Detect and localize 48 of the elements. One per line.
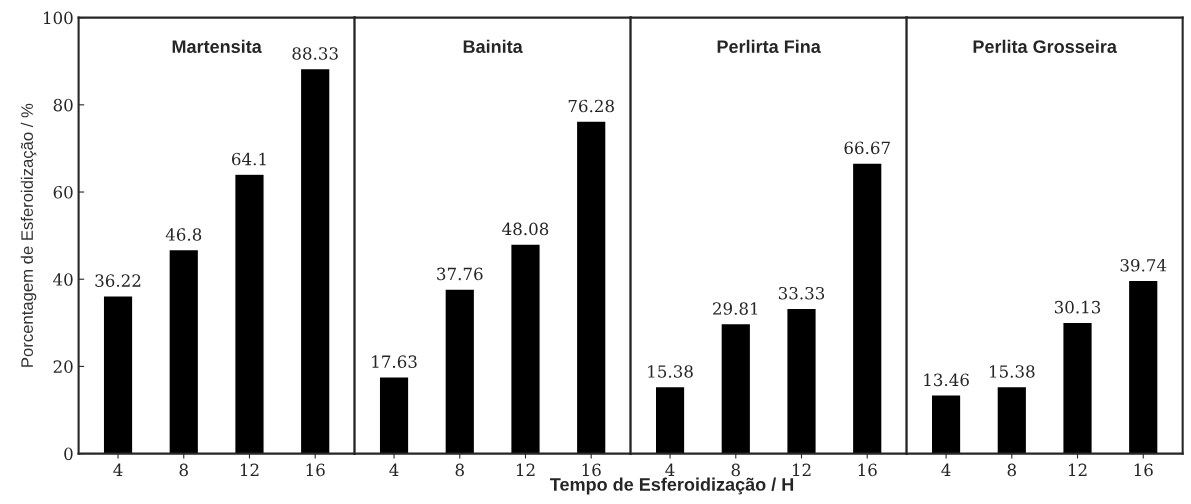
data-label: 13.46	[924, 373, 969, 387]
data-label: 66.67	[844, 141, 890, 155]
data-label: 39.74	[1120, 258, 1167, 272]
bar	[233, 173, 265, 454]
text: Perlita Grosseira	[973, 39, 1118, 53]
x-axis-title: Tempo de Esferoidização / H	[550, 477, 794, 495]
x-tick-label: 8	[731, 463, 740, 477]
bar	[102, 295, 134, 454]
y-tick-label: 80	[53, 98, 73, 112]
x-tick-label: 4	[389, 463, 399, 476]
x-tick-label: 8	[1007, 463, 1016, 477]
x-tick-label: 4	[113, 463, 123, 476]
x-tick-label: 12	[1068, 463, 1087, 476]
x-tick-label: 16	[306, 463, 325, 477]
text: Perlirta Fina	[717, 39, 821, 53]
y-tick-label: 60	[53, 185, 73, 199]
x-tick-label: 12	[516, 463, 535, 476]
y-axis-title: Porcentagem de Esferoidização / %	[20, 103, 37, 367]
y-tick-label: 20	[53, 360, 73, 373]
x-tick-label: 16	[1134, 463, 1153, 477]
data-label: 88.33	[292, 47, 338, 60]
x-tick-label: 16	[582, 463, 601, 477]
data-label: 30.13	[1054, 300, 1101, 314]
data-label: 17.63	[372, 355, 417, 368]
x-tick-label: 12	[240, 463, 259, 476]
data-label: 64.1	[232, 152, 266, 166]
y-tick-label: 100	[43, 11, 73, 25]
bar	[299, 67, 331, 454]
data-label: 15.38	[989, 365, 1035, 378]
data-label: 46.8	[165, 228, 202, 241]
x-tick-label: 8	[455, 463, 464, 477]
x-tick-label: 8	[179, 463, 188, 477]
data-label: 48.08	[502, 222, 549, 236]
x-tick-label: 4	[941, 463, 951, 476]
data-label: 33.33	[778, 286, 825, 300]
text: Martensita	[172, 39, 262, 53]
x-tick-label: 12	[792, 463, 811, 476]
text: Bainita	[463, 39, 523, 53]
x-tick-label: 4	[665, 463, 675, 476]
y-tick-label: 0	[64, 447, 73, 461]
data-label: 29.81	[713, 302, 758, 315]
bar	[168, 248, 200, 454]
data-label: 36.22	[95, 274, 141, 287]
data-label: 37.76	[437, 267, 483, 281]
y-tick-label: 40	[53, 273, 73, 286]
x-tick-label: 16	[858, 463, 877, 477]
data-label: 76.28	[568, 99, 614, 113]
data-label: 15.38	[648, 365, 693, 378]
